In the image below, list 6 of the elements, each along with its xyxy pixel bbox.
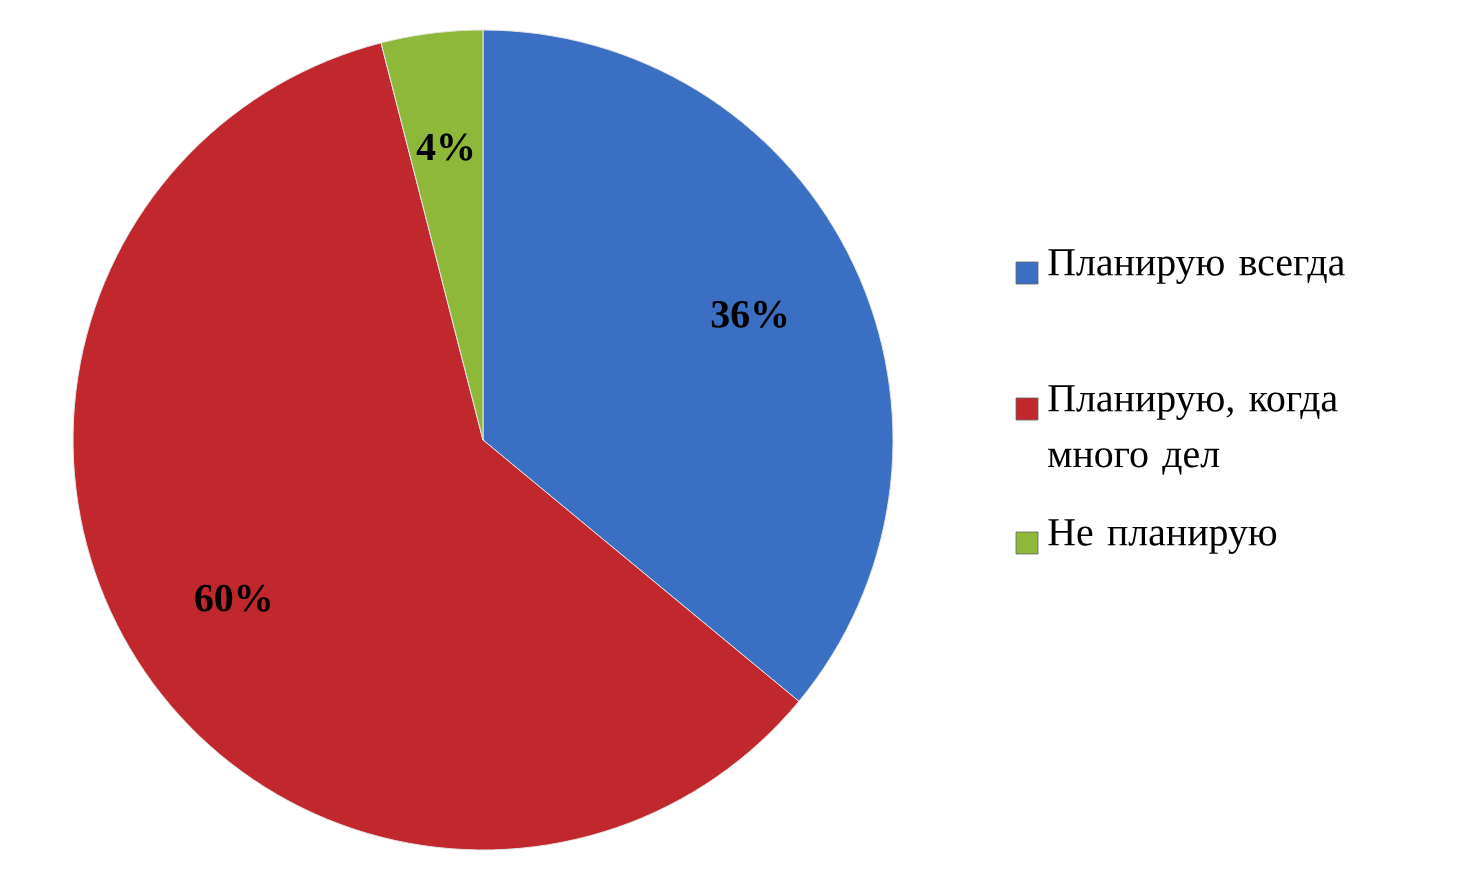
legend-label: Не планирую [1048,519,1277,554]
data-label: 36% [711,300,787,328]
data-label: 4% [416,133,473,161]
legend-label: Планирую, когда много дел [1048,385,1338,475]
data-label: 60% [195,584,270,612]
legend-label: Планирую всегда [1048,249,1345,284]
